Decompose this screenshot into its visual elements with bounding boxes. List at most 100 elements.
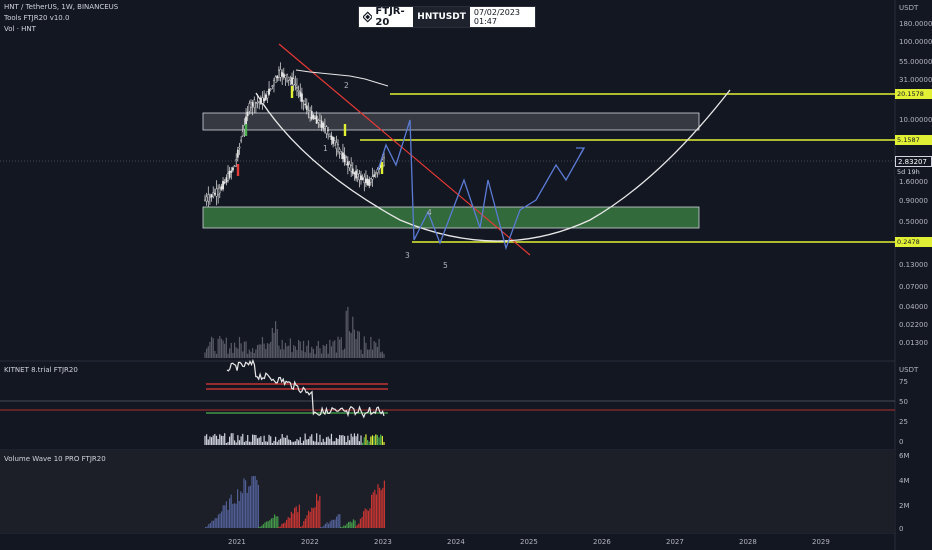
volume-bar — [283, 349, 285, 358]
kitnet-histogram-bar — [347, 435, 349, 445]
price-tick: 0.02200 — [899, 321, 928, 329]
kitnet-histogram-bar — [268, 434, 270, 445]
volume-wave-bar — [264, 522, 266, 528]
volwave-indicator-label[interactable]: Volume Wave 10 PRO FTJR20 — [4, 455, 106, 463]
kitnet-histogram-bar — [366, 440, 369, 445]
kitnet-histogram-bar — [343, 436, 346, 445]
volume-bar — [304, 352, 306, 358]
kitnet-oscillator-line — [226, 358, 385, 419]
volume-bar — [248, 349, 250, 358]
kitnet-histogram-bar — [314, 441, 316, 445]
volume-bar — [357, 330, 359, 358]
candle-body — [315, 115, 318, 124]
volume-wave-bar — [363, 511, 365, 528]
volume-bar — [235, 347, 237, 358]
volume-wave-bar — [377, 484, 379, 528]
kitnet-histogram-bar — [375, 434, 377, 445]
volume-bar — [350, 332, 352, 358]
volume-wave-bar — [289, 517, 291, 528]
brand-watermark: FTJR-20 HNTUSDT 07/02/2023 01:47 — [358, 6, 536, 28]
volume-wave-bar — [284, 522, 286, 528]
resistance-zone[interactable] — [202, 112, 700, 131]
volume-wave-bar — [349, 521, 351, 528]
kitnet-histogram-bar — [283, 437, 285, 445]
volume-bar — [294, 346, 296, 358]
volume-bar — [210, 336, 213, 358]
kitnet-histogram-bar — [355, 436, 357, 445]
volume-bar — [355, 338, 357, 358]
candle-body — [279, 69, 282, 78]
volume-bar — [319, 348, 321, 358]
volume-bar — [291, 352, 293, 358]
volume-wave-bar — [290, 511, 292, 528]
time-tick: 2029 — [812, 538, 830, 546]
volume-wave-bar — [323, 525, 325, 528]
kitnet-histogram-bar — [330, 433, 333, 445]
wave-projection-path[interactable] — [377, 119, 585, 251]
volume-bar — [261, 337, 264, 358]
volume-bar — [225, 337, 227, 358]
candle-body — [353, 172, 356, 175]
kitnet-histogram-bar — [260, 436, 262, 445]
kitnet-histogram-bar — [298, 440, 300, 445]
candle-body — [383, 157, 385, 166]
kitnet-histogram-bar — [291, 441, 293, 445]
candle-body — [251, 102, 254, 107]
tools-indicator-label[interactable]: Tools FTJR20 v10.0 — [4, 14, 70, 22]
candle-body — [233, 165, 236, 168]
volume-bar — [347, 306, 349, 358]
kitnet-histogram-bar — [212, 435, 214, 445]
kitnet-histogram-bar — [317, 442, 319, 445]
kitnet-histogram-bar — [327, 436, 329, 445]
kitnet-histogram-bar — [319, 434, 321, 445]
volume-wave-bar — [364, 508, 366, 528]
kitnet-histogram-bar — [281, 433, 283, 445]
candle-body — [228, 171, 231, 178]
logo-timestamp: 07/02/2023 01:47 — [473, 8, 521, 26]
volume-wave-bar — [371, 494, 373, 528]
volume-bar — [222, 340, 224, 358]
kitnet-histogram-bar — [324, 441, 326, 445]
kitnet-histogram-bar — [309, 436, 311, 445]
volume-wave-bar — [308, 510, 310, 528]
volume-wave-bar — [294, 507, 296, 528]
volume-wave-bar — [326, 522, 328, 528]
kitnet-histogram-bar — [224, 433, 226, 445]
volume-wave-bar — [324, 523, 326, 528]
volume-bar — [270, 341, 272, 358]
kitnet-histogram-bar — [275, 436, 277, 445]
volume-indicator-label[interactable]: Vol · HNT — [4, 25, 36, 33]
kitnet-histogram-bar — [258, 437, 260, 445]
volume-wave-bar — [258, 527, 260, 528]
candle-body — [322, 122, 325, 129]
kitnet-histogram-bar — [312, 440, 314, 445]
volume-wave-bar — [304, 518, 306, 528]
kitnet-histogram-bar — [353, 433, 356, 445]
kitnet-indicator-label[interactable]: KITNET 8.trial FTJR20 — [4, 366, 78, 374]
kitnet-histogram-bar — [286, 435, 288, 445]
volume-bar — [332, 341, 334, 358]
volume-bar — [325, 344, 328, 358]
candle-body — [273, 80, 275, 86]
support-zone[interactable] — [202, 206, 700, 229]
rounding-bottom-arc[interactable] — [255, 89, 731, 242]
volume-wave-bar — [277, 516, 279, 528]
volume-wave-bar — [235, 503, 237, 528]
candle-body — [227, 173, 229, 181]
downtrend-line[interactable] — [278, 43, 531, 256]
kitnet-histogram-bar — [255, 434, 257, 445]
candle-body — [274, 76, 277, 84]
candle-body — [351, 168, 354, 174]
volume-bar — [263, 343, 265, 358]
kitnet-histogram-bar — [334, 441, 336, 445]
volume-bar — [220, 338, 223, 358]
volume-wave-bar — [329, 521, 331, 528]
candle-body — [287, 76, 290, 81]
price-candles — [204, 62, 385, 207]
volume-wave-bar — [314, 507, 316, 528]
volume-bar — [230, 342, 232, 358]
volume-wave-bar — [298, 504, 300, 528]
volume-bar — [238, 336, 241, 358]
volume-bar — [296, 349, 298, 358]
